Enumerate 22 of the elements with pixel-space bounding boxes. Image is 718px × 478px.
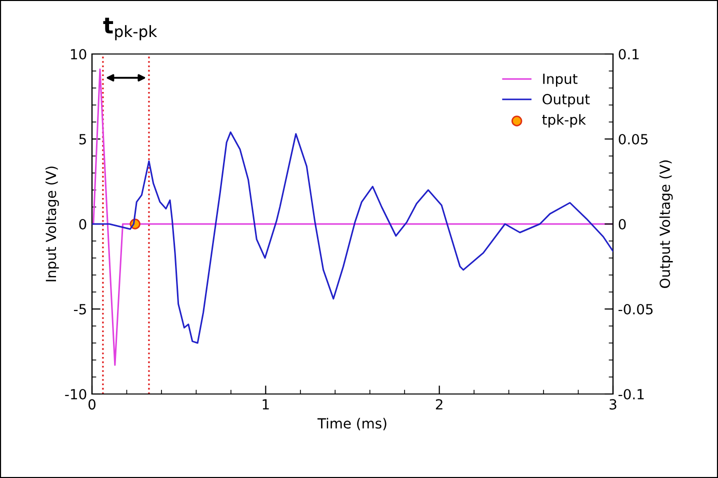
legend-label: Input <box>543 74 578 87</box>
y2-axis-title: Output Voltage (V) <box>659 160 673 288</box>
x-tick-label: 3 <box>610 399 616 410</box>
y-tick-label: 5 <box>79 134 86 144</box>
y-tick-label: -10 <box>65 388 86 400</box>
x-axis-title: Time (ms) <box>317 418 386 430</box>
x-tick-label: 1 <box>262 399 269 410</box>
y2-tick-label: 0 <box>618 218 626 230</box>
y-tick-label: -5 <box>74 304 86 314</box>
legend-label: tpk-pk <box>542 114 586 128</box>
text: t$_{pk-pk}$ <box>103 18 158 40</box>
line-series <box>92 131 613 344</box>
y-tick-label: 0 <box>79 218 86 230</box>
x-tick-label: 0 <box>88 399 96 410</box>
y2-tick-label: 0.1 <box>618 48 639 60</box>
y2-tick-label: 0.05 <box>618 134 648 144</box>
y2-tick-label: -0.05 <box>618 304 653 314</box>
y-tick-label: 10 <box>70 48 86 60</box>
x-tick-label: 2 <box>436 399 442 410</box>
legend-label: Output <box>542 94 590 108</box>
y2-tick-label: -0.1 <box>618 388 644 400</box>
y-axis-title: Input Voltage (V) <box>45 166 59 282</box>
